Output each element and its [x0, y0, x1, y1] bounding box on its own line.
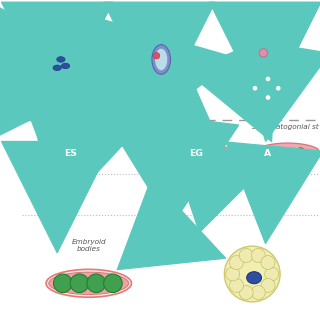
- Circle shape: [250, 83, 260, 93]
- Ellipse shape: [145, 109, 156, 116]
- Ellipse shape: [212, 151, 221, 159]
- Circle shape: [252, 42, 275, 64]
- Circle shape: [68, 43, 79, 53]
- Ellipse shape: [142, 34, 177, 81]
- Ellipse shape: [247, 272, 261, 284]
- Circle shape: [251, 285, 265, 300]
- Circle shape: [172, 227, 179, 234]
- Ellipse shape: [160, 143, 233, 164]
- Ellipse shape: [69, 151, 78, 159]
- Ellipse shape: [134, 27, 184, 88]
- Circle shape: [266, 95, 270, 100]
- Ellipse shape: [80, 148, 90, 155]
- Ellipse shape: [152, 44, 171, 74]
- Ellipse shape: [172, 148, 181, 155]
- Circle shape: [239, 249, 253, 262]
- Circle shape: [269, 79, 288, 98]
- Ellipse shape: [266, 149, 276, 157]
- Ellipse shape: [161, 109, 172, 116]
- Text: Primordial  germ cells: Primordial germ cells: [120, 124, 199, 130]
- Circle shape: [251, 249, 265, 262]
- Ellipse shape: [296, 148, 305, 155]
- Circle shape: [68, 75, 79, 85]
- Circle shape: [60, 39, 70, 49]
- Circle shape: [33, 36, 89, 92]
- Circle shape: [51, 79, 61, 89]
- Circle shape: [253, 86, 257, 91]
- Ellipse shape: [56, 148, 66, 155]
- Circle shape: [37, 68, 48, 78]
- Circle shape: [245, 34, 282, 71]
- Text: EG: EG: [189, 149, 204, 158]
- Circle shape: [276, 86, 281, 91]
- Circle shape: [259, 88, 277, 107]
- Circle shape: [229, 278, 244, 292]
- Ellipse shape: [57, 57, 65, 62]
- Circle shape: [239, 285, 253, 300]
- Ellipse shape: [145, 38, 173, 77]
- Text: Embryoid
bodies: Embryoid bodies: [71, 239, 106, 252]
- Ellipse shape: [49, 272, 129, 294]
- Text: Spermatogonial stem ce: Spermatogonial stem ce: [252, 124, 320, 130]
- Ellipse shape: [138, 31, 181, 84]
- Ellipse shape: [254, 143, 320, 164]
- Circle shape: [259, 70, 277, 88]
- Circle shape: [153, 52, 160, 59]
- Circle shape: [261, 278, 275, 292]
- Circle shape: [53, 274, 72, 292]
- Ellipse shape: [61, 63, 70, 69]
- Ellipse shape: [155, 48, 168, 71]
- Text: r cell mass: r cell mass: [38, 124, 77, 130]
- Ellipse shape: [37, 143, 104, 164]
- Circle shape: [263, 92, 273, 103]
- Circle shape: [229, 256, 244, 269]
- Circle shape: [51, 39, 61, 49]
- Circle shape: [246, 79, 264, 98]
- Ellipse shape: [46, 269, 132, 297]
- Circle shape: [74, 68, 84, 78]
- Ellipse shape: [199, 148, 209, 155]
- Circle shape: [163, 219, 187, 243]
- Circle shape: [35, 59, 45, 69]
- Circle shape: [266, 76, 270, 81]
- Circle shape: [70, 274, 89, 292]
- Text: A: A: [264, 149, 272, 158]
- Ellipse shape: [53, 65, 61, 71]
- Circle shape: [74, 50, 84, 60]
- Circle shape: [104, 274, 122, 292]
- Circle shape: [261, 256, 275, 269]
- Circle shape: [37, 50, 48, 60]
- Circle shape: [87, 274, 106, 292]
- Ellipse shape: [184, 151, 194, 159]
- Circle shape: [60, 79, 70, 89]
- Circle shape: [43, 75, 53, 85]
- Circle shape: [226, 267, 240, 281]
- Circle shape: [273, 83, 283, 93]
- Ellipse shape: [259, 49, 268, 57]
- Circle shape: [263, 74, 273, 84]
- Circle shape: [43, 43, 53, 53]
- Ellipse shape: [57, 110, 65, 115]
- Text: ES: ES: [64, 149, 76, 158]
- Circle shape: [265, 267, 279, 281]
- Ellipse shape: [45, 151, 54, 159]
- Ellipse shape: [48, 110, 55, 115]
- Ellipse shape: [264, 108, 277, 116]
- Ellipse shape: [283, 151, 292, 159]
- Circle shape: [76, 59, 86, 69]
- Circle shape: [224, 246, 280, 302]
